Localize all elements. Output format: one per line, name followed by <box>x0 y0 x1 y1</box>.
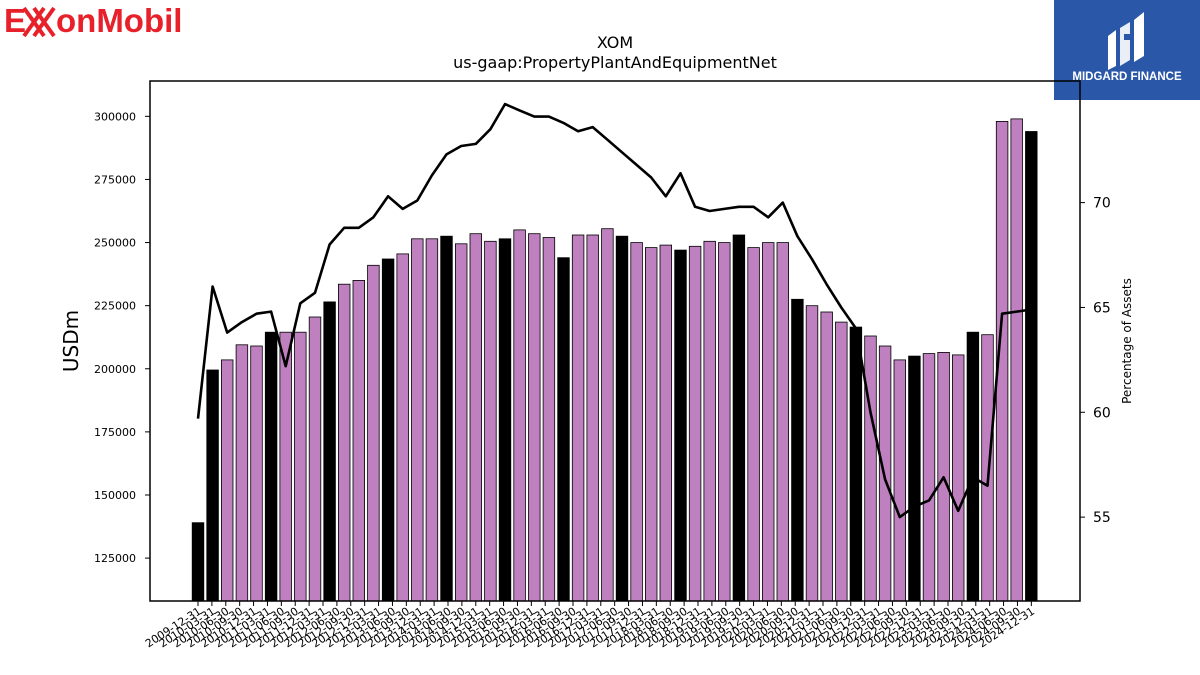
y-tick-label: 150000 <box>94 489 136 502</box>
bar <box>688 245 702 602</box>
bar <box>352 279 366 602</box>
y2-tick-label: 65 <box>1093 300 1111 316</box>
midgard-finance-logo-svg: MIDGARD FINANCE <box>1054 0 1200 100</box>
bar <box>835 321 848 602</box>
bar <box>484 240 497 602</box>
bar <box>381 258 395 602</box>
chart-title: XOM <box>597 33 633 52</box>
bar <box>791 298 804 602</box>
bar <box>659 244 673 602</box>
bar <box>762 242 775 602</box>
y-tick-label: 250000 <box>94 237 136 250</box>
bar <box>498 238 512 602</box>
bar <box>440 235 453 602</box>
bar <box>674 249 687 602</box>
y-tick-label: 200000 <box>94 363 136 376</box>
midgard-logo-text: MIDGARD FINANCE <box>1072 71 1182 83</box>
bar <box>367 264 380 602</box>
bar <box>323 301 336 602</box>
bar <box>893 359 907 602</box>
bar <box>308 316 322 602</box>
bar <box>571 234 585 602</box>
bar <box>337 283 351 602</box>
y-axis-label: USDm <box>59 310 83 372</box>
bar <box>586 234 599 602</box>
midgard-emblem-icon <box>1108 12 1144 70</box>
exxonmobil-logo-svg: E onMobil <box>4 2 182 39</box>
bar <box>805 305 819 602</box>
bar <box>235 344 249 602</box>
bar <box>747 247 760 602</box>
bar <box>411 238 424 602</box>
bar-series <box>191 118 1038 602</box>
bar <box>396 253 409 602</box>
bar <box>849 326 863 602</box>
y-tick-label: 225000 <box>94 300 136 313</box>
exxonmobil-logo: E onMobil <box>2 0 202 46</box>
bar <box>557 257 570 602</box>
bar <box>601 228 614 602</box>
bar <box>864 335 877 602</box>
x-axis: 2009-12-312010-03-312010-06-302010-09-30… <box>143 601 1037 650</box>
bar <box>718 242 731 602</box>
exxonmobil-logo-text-rest: onMobil <box>56 2 182 39</box>
y2-tick-label: 55 <box>1093 510 1111 526</box>
bar <box>191 522 205 602</box>
bar <box>922 353 936 602</box>
y-tick-label: 300000 <box>94 110 136 123</box>
bar <box>279 331 292 602</box>
bar <box>1010 118 1023 602</box>
exxonmobil-logo-text: E <box>4 2 26 39</box>
bar <box>981 334 994 602</box>
y-tick-label: 175000 <box>94 426 136 439</box>
bar <box>469 233 483 602</box>
bar <box>513 229 526 602</box>
midgard-finance-logo: MIDGARD FINANCE <box>1054 0 1200 100</box>
exxonmobil-double-x-mark <box>22 6 56 38</box>
bar <box>908 355 921 602</box>
y-tick-label: 125000 <box>94 552 136 565</box>
bar <box>528 233 541 602</box>
bar <box>206 369 219 602</box>
bar <box>220 359 234 602</box>
y-axis-right: 55 60 65 70 <box>1080 196 1111 526</box>
bar <box>630 242 643 602</box>
bar <box>703 240 716 602</box>
y2-tick-label: 70 <box>1093 196 1111 212</box>
y-axis-left: 125000 150000 175000 200000 225000 250000 2750… <box>94 110 150 565</box>
bar <box>425 238 439 602</box>
chart-subtitle: us-gaap:PropertyPlantAndEquipmentNet <box>453 53 777 72</box>
bar <box>454 243 468 602</box>
bar <box>966 331 980 602</box>
bar <box>294 331 307 602</box>
bar <box>542 237 556 602</box>
bar <box>820 311 833 602</box>
y-tick-label: 275000 <box>94 173 136 186</box>
bar <box>264 331 278 602</box>
series-line <box>196 102 1032 519</box>
bar <box>952 354 965 602</box>
y2-tick-label: 60 <box>1093 405 1111 421</box>
bar <box>615 235 629 602</box>
bar <box>732 234 746 602</box>
bar <box>1025 131 1038 602</box>
bar <box>645 247 658 602</box>
y2-axis-label: Percentage of Assets <box>1120 278 1134 404</box>
line-series <box>196 102 1032 519</box>
bar <box>250 345 263 602</box>
bar <box>776 242 790 602</box>
